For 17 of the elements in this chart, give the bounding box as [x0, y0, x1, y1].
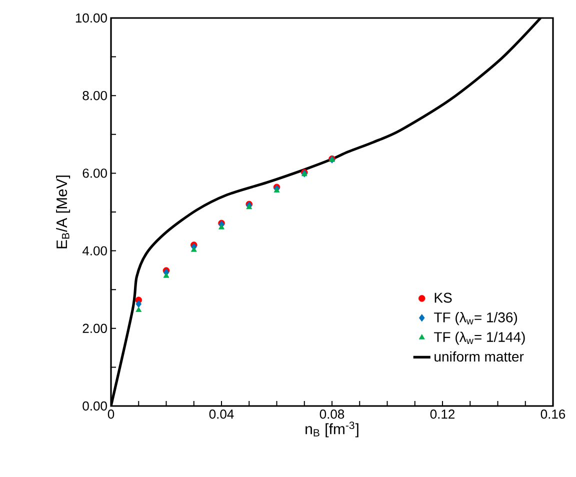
x-tick-label: 0.16: [540, 410, 566, 419]
x-tick-label: 0.12: [430, 410, 454, 419]
y-tick-label: 4.00: [82, 246, 107, 256]
legend-label: TF (λ$_{w}$= 1/36): [434, 312, 518, 326]
y-tick-label: 2.00: [82, 324, 107, 333]
x-tick-label: 0.08: [320, 410, 344, 419]
y-tick-label: 8.00: [82, 90, 107, 100]
x-tick-label: 0.04: [209, 410, 234, 419]
y-tick-label: 0.00: [82, 401, 107, 411]
legend-label: TF (λ$_{w}$= 1/144): [434, 332, 525, 345]
y-axis-title: E$_{B}$/A [MeV]: [56, 176, 70, 248]
legend-label: KS: [434, 292, 452, 303]
y-tick-label: 6.00: [82, 168, 107, 178]
x-axis-title: n$_{B}$ [fm$^{-3}$]: [306, 422, 358, 438]
y-tick-label: 10.00: [76, 13, 107, 23]
x-tick-label: 0: [108, 410, 114, 419]
legend-label: uniform matter: [434, 351, 524, 362]
